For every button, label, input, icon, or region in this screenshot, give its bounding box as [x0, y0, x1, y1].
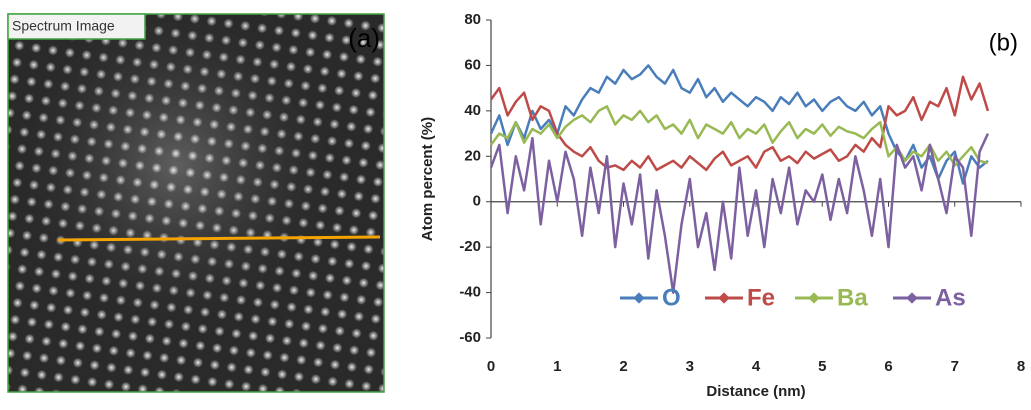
x-tick-label: 5 — [818, 358, 826, 375]
x-tick-label: 3 — [686, 358, 694, 375]
y-tick-label: 0 — [473, 193, 481, 210]
series-line — [489, 75, 990, 172]
image-label: Spectrum Image — [12, 18, 115, 34]
legend-label: Ba — [837, 284, 868, 311]
series-line — [489, 133, 990, 294]
x-tick-label: 7 — [951, 358, 959, 375]
y-tick-label: -60 — [459, 329, 481, 346]
y-tick-label: 60 — [464, 56, 481, 73]
series-line — [489, 105, 989, 167]
x-tick-label: 8 — [1017, 358, 1025, 375]
legend-label: O — [662, 284, 681, 311]
panel-tag: (b) — [989, 29, 1018, 56]
x-tick-label: 4 — [752, 358, 761, 375]
x-tick-label: 1 — [553, 358, 561, 375]
x-tick-label: 6 — [884, 358, 892, 375]
micrograph: Spectrum Image (a) — [7, 13, 385, 393]
legend-marker — [906, 292, 918, 304]
y-tick-label: -40 — [459, 284, 481, 301]
y-tick-label: -20 — [459, 238, 481, 255]
y-tick-label: 20 — [464, 147, 481, 164]
y-axis-label: Atom percent (%) — [419, 117, 436, 241]
x-tick-label: 2 — [619, 358, 627, 375]
legend-label: Fe — [747, 284, 775, 311]
series-line — [489, 64, 989, 185]
legend-marker — [633, 292, 645, 304]
panel-tag: (a) — [348, 23, 380, 53]
y-tick-label: 80 — [464, 11, 481, 28]
legend-label: As — [935, 284, 966, 311]
x-tick-label: 0 — [487, 358, 495, 375]
chart: (b) Distance (nm) Atom percent (%) -60 -4… — [419, 11, 1025, 400]
y-tick-label: 40 — [464, 102, 481, 119]
legend-marker — [808, 292, 820, 304]
legend-marker — [718, 292, 730, 304]
x-axis-label: Distance (nm) — [706, 383, 805, 400]
